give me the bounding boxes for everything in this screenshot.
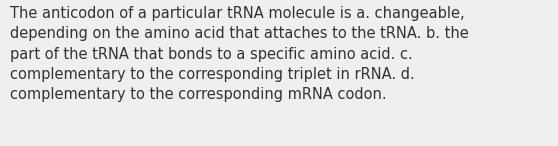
Text: The anticodon of a particular tRNA molecule is a. changeable,
depending on the a: The anticodon of a particular tRNA molec…: [10, 6, 469, 102]
